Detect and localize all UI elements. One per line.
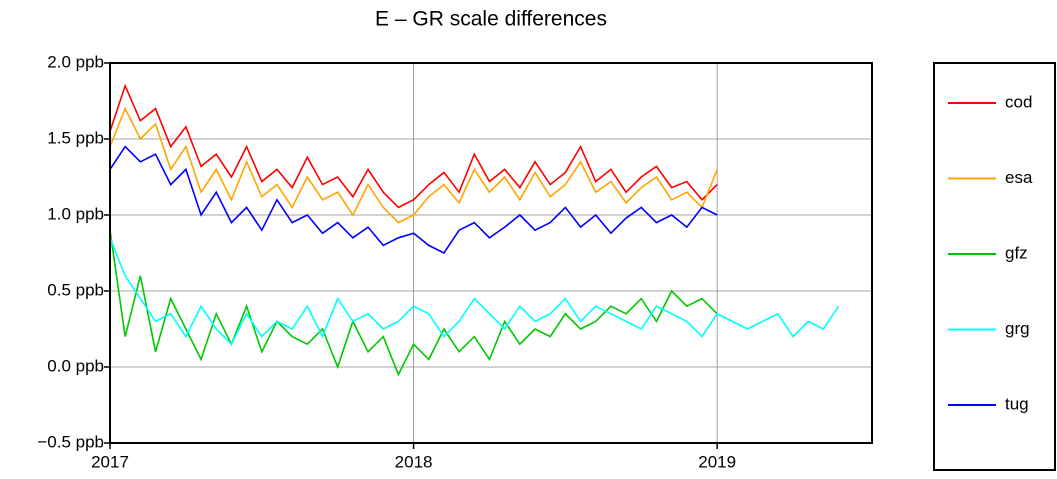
series-line [109, 145, 718, 255]
series-line [109, 83, 718, 209]
y-tick-label: 2.0 ppb [47, 52, 104, 71]
legend-label: esa [1005, 168, 1033, 187]
series-line [109, 230, 718, 377]
legend-box [933, 62, 1056, 471]
y-tick-label: 1.0 ppb [47, 204, 104, 223]
series-line [109, 106, 718, 224]
legend-label: cod [1005, 92, 1032, 111]
legend-label: gfz [1005, 243, 1028, 262]
y-tick-label: −0.5 ppb [37, 432, 104, 451]
plot-frame [109, 62, 873, 444]
legend-label: grg [1005, 319, 1030, 338]
y-tick-label: 0.5 ppb [47, 280, 104, 299]
legend-label: tug [1005, 394, 1029, 413]
x-tick-label: 2017 [91, 452, 129, 471]
y-tick-label: 1.5 ppb [47, 128, 104, 147]
chart-title: E – GR scale differences [375, 8, 607, 31]
x-tick-label: 2019 [698, 452, 736, 471]
x-tick-label: 2018 [395, 452, 433, 471]
series-line [109, 237, 840, 346]
y-tick-label: 0.0 ppb [47, 356, 104, 375]
